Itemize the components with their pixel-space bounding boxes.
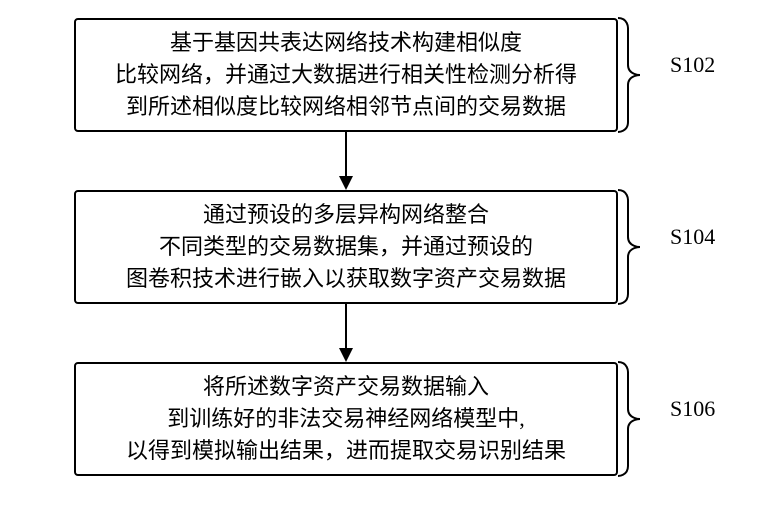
node-text-line: 到训练好的非法交易神经网络模型中,	[167, 403, 525, 435]
step-label-n1: S102	[670, 52, 715, 78]
step-label-n3: S106	[670, 396, 715, 422]
node-text-line: 将所述数字资产交易数据输入	[203, 371, 489, 403]
node-text-line: 比较网络，并通过大数据进行相关性检测分析得	[115, 59, 577, 91]
edge-n1-n2	[331, 132, 361, 192]
node-text-line: 以得到模拟输出结果，进而提取交易识别结果	[126, 435, 566, 467]
brace-n2	[618, 190, 658, 304]
node-text-line: 通过预设的多层异构网络整合	[203, 199, 489, 231]
node-text-line: 基于基因共表达网络技术构建相似度	[170, 27, 522, 59]
node-text-line: 不同类型的交易数据集，并通过预设的	[159, 231, 533, 263]
edge-n2-n3	[331, 304, 361, 364]
node-text-line: 到所述相似度比较网络相邻节点间的交易数据	[126, 91, 566, 123]
flowchart-node-n1: 基于基因共表达网络技术构建相似度比较网络，并通过大数据进行相关性检测分析得到所述…	[74, 18, 618, 132]
step-label-n2: S104	[670, 224, 715, 250]
brace-n3	[618, 362, 658, 476]
flowchart-node-n3: 将所述数字资产交易数据输入到训练好的非法交易神经网络模型中,以得到模拟输出结果，…	[74, 362, 618, 476]
flowchart-node-n2: 通过预设的多层异构网络整合不同类型的交易数据集，并通过预设的图卷积技术进行嵌入以…	[74, 190, 618, 304]
flowchart-canvas: 基于基因共表达网络技术构建相似度比较网络，并通过大数据进行相关性检测分析得到所述…	[0, 0, 784, 515]
brace-n1	[618, 18, 658, 132]
node-text-line: 图卷积技术进行嵌入以获取数字资产交易数据	[126, 263, 566, 295]
